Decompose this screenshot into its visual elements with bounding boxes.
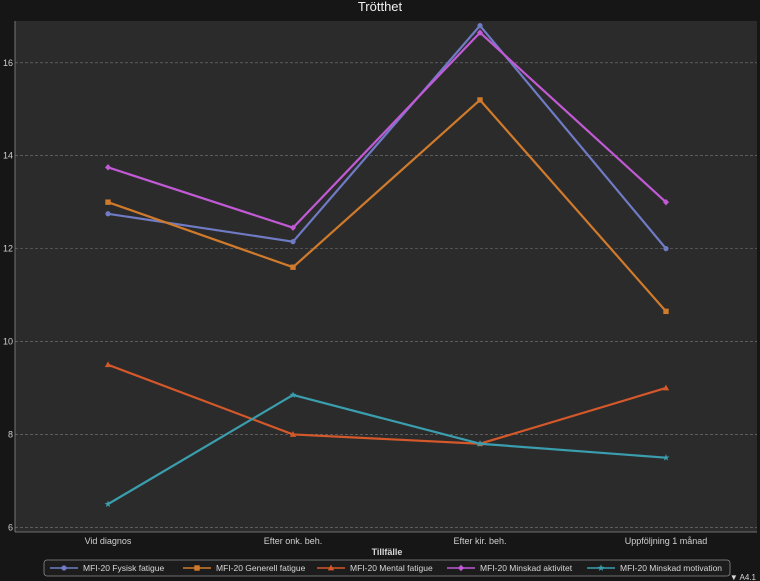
legend-item: MFI-20 Minskad aktivitet (447, 563, 573, 573)
legend-item: MFI-20 Fysisk fatigue (50, 563, 165, 573)
x-axis-title: Tillfälle (372, 547, 403, 557)
data-point (105, 164, 111, 171)
legend-item: MFI-20 Mental fatigue (317, 563, 433, 573)
y-tick-label: 6 (8, 522, 13, 532)
legend-item: MFI-20 Generell fatigue (183, 563, 306, 573)
legend: MFI-20 Fysisk fatigue MFI-20 Generell fat… (43, 559, 731, 577)
series-line (107, 363, 667, 445)
y-tick-label: 10 (3, 337, 13, 347)
series-2 (105, 97, 669, 315)
data-point (104, 361, 112, 368)
y-axis: 6 8 10 12 14 16 (3, 21, 16, 532)
legend-item: MFI-20 Minskad motivation (587, 563, 722, 573)
plot-area (15, 21, 757, 532)
legend-box (43, 559, 731, 577)
data-point (289, 391, 297, 398)
y-tick-label: 16 (3, 58, 13, 68)
data-point (104, 500, 112, 508)
legend-marker (327, 564, 335, 571)
series-5 (104, 391, 670, 508)
y-tick-label: 8 (8, 429, 13, 439)
data-point (477, 23, 483, 29)
grid-lines (15, 62, 757, 528)
legend-label: MFI-20 Minskad aktivitet (480, 563, 573, 573)
data-point (290, 224, 296, 231)
data-point (662, 454, 670, 461)
series-line (107, 31, 667, 229)
series-4 (105, 29, 669, 231)
data-point (662, 384, 670, 391)
footer-label: ▼ A4.1 (730, 573, 757, 581)
data-point (477, 97, 483, 103)
data-point (290, 239, 296, 245)
x-tick-label: Vid diagnos (85, 536, 132, 546)
series-1 (105, 23, 669, 252)
data-point (663, 308, 669, 315)
x-axis: Vid diagnos Efter onk. beh. Efter kir. beh… (15, 531, 757, 546)
data-point (290, 264, 296, 270)
data-point (477, 29, 483, 36)
legend-label: MFI-20 Fysisk fatigue (83, 563, 165, 573)
data-point (663, 246, 669, 252)
legend-label: MFI-20 Minskad motivation (620, 563, 722, 573)
series-line (107, 98, 667, 313)
legend-label: MFI-20 Generell fatigue (216, 563, 306, 573)
x-tick-label: Uppföljning 1 månad (625, 536, 708, 546)
y-tick-label: 14 (3, 151, 13, 161)
chart-title: Trötthet (358, 0, 403, 14)
data-point (289, 431, 297, 437)
series-layer (104, 23, 670, 508)
legend-label: MFI-20 Mental fatigue (350, 563, 433, 573)
legend-marker (61, 565, 67, 571)
data-point (663, 198, 669, 206)
legend-marker (194, 565, 200, 571)
series-line (107, 393, 667, 506)
legend-marker (597, 564, 605, 571)
data-point (476, 440, 484, 447)
y-tick-label: 12 (3, 244, 13, 254)
data-point (105, 199, 111, 205)
legend-marker (458, 564, 464, 572)
x-tick-label: Efter onk. beh. (264, 536, 323, 546)
data-point (105, 211, 111, 217)
series-line (107, 24, 667, 250)
x-tick-label: Efter kir. beh. (453, 536, 506, 546)
